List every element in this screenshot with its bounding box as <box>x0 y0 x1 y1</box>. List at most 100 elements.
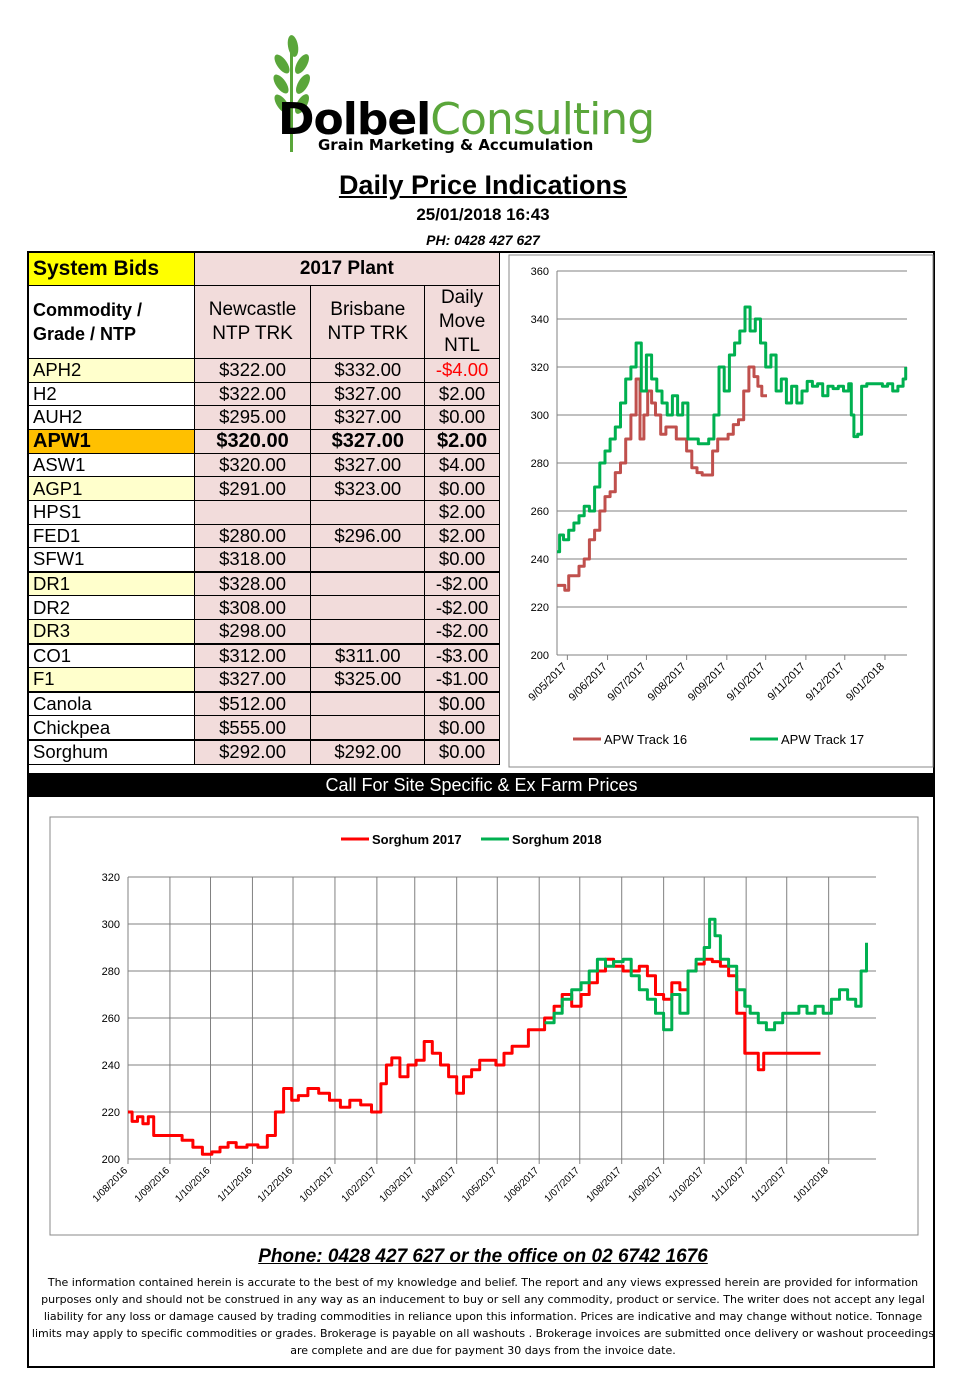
table-row: FED1 $280.00 $296.00 $2.00 <box>28 523 500 549</box>
apw-track-chart: 200 220 240 260 280 300 320 340 360 9/05/2017 9/06… <box>507 253 935 771</box>
table-row: AGP1 $291.00 $323.00 $0.00 <box>28 476 500 501</box>
y-tick-label: 340 <box>531 314 549 326</box>
y-tick-label: 320 <box>102 872 120 884</box>
bids-table: System Bids 2017 Plant Commodity / Grade… <box>28 252 501 765</box>
grade-cell: DR2 <box>28 595 195 620</box>
report-datetime: 25/01/2018 16:43 <box>416 205 550 224</box>
legend-label: APW Track 16 <box>604 732 687 747</box>
daily-move: $2.00 <box>424 499 500 525</box>
brisbane-price: $327.00 <box>310 452 426 478</box>
y-tick-label: 200 <box>531 650 549 662</box>
wheat-icon <box>273 35 310 152</box>
y-tick-label: 260 <box>531 506 549 518</box>
newcastle-price: $322.00 <box>193 381 312 407</box>
newcastle-price: $320.00 <box>193 428 312 454</box>
daily-move: $0.00 <box>424 715 500 741</box>
newcastle-price: $298.00 <box>193 618 312 645</box>
brisbane-price: $296.00 <box>310 523 426 549</box>
daily-move: $0.00 <box>424 738 500 765</box>
commodity-header: Commodity / Grade / NTP <box>28 285 195 359</box>
newcastle-price: $318.00 <box>193 547 312 573</box>
table-row: CO1 $312.00 $311.00 -$3.00 <box>28 642 500 669</box>
newcastle-price: $280.00 <box>193 523 312 549</box>
grade-cell: CO1 <box>28 642 195 669</box>
newcastle-price: $322.00 <box>193 358 312 383</box>
legend-label: Sorghum 2018 <box>512 832 602 847</box>
brisbane-price <box>310 715 426 741</box>
table-row: DR3 $298.00 -$2.00 <box>28 618 500 645</box>
y-tick-label: 200 <box>102 1154 120 1166</box>
y-tick-label: 280 <box>102 966 120 978</box>
table-row: F1 $327.00 $325.00 -$1.00 <box>28 667 500 693</box>
legend-label: APW Track 17 <box>781 732 864 747</box>
grade-cell: Sorghum <box>28 738 195 765</box>
table-row: APW1 $320.00 $327.00 $2.00 <box>28 428 500 454</box>
grade-cell: APH2 <box>28 358 195 383</box>
daily-move: -$2.00 <box>424 595 500 620</box>
y-tick-label: 220 <box>102 1107 120 1119</box>
y-tick-label: 240 <box>102 1060 120 1072</box>
newcastle-price: $291.00 <box>193 476 312 501</box>
newcastle-price: $292.00 <box>193 738 312 765</box>
series-line-1 <box>557 305 908 554</box>
footer-phone: Phone: 0428 427 627 or the office on 02 … <box>258 1246 708 1267</box>
grade-cell: DR3 <box>28 618 195 645</box>
y-tick-label: 300 <box>102 919 120 931</box>
sorghum-chart: 200 220 240 260 280 300 320 1/08/2016 1/09/2016 1… <box>48 815 920 1237</box>
apw-track-chart-svg: 2002202402602803003203403609/05/20179/06… <box>508 254 934 768</box>
grade-cell: APW1 <box>28 428 195 454</box>
newcastle-price: $312.00 <box>193 642 312 669</box>
brisbane-price: $327.00 <box>310 428 426 454</box>
table-row: DR2 $308.00 -$2.00 <box>28 595 500 620</box>
y-tick-label: 260 <box>102 1013 120 1025</box>
page-title: Daily Price Indications <box>338 170 628 200</box>
plant-header: 2017 Plant <box>193 252 501 286</box>
newcastle-price: $327.00 <box>193 667 312 693</box>
call-for-prices-bar: Call For Site Specific & Ex Farm Prices <box>29 773 934 797</box>
daily-move-header: Daily Move NTL <box>424 285 500 359</box>
brisbane-price <box>310 690 426 717</box>
grade-cell: DR1 <box>28 570 195 597</box>
daily-move: -$3.00 <box>424 642 500 669</box>
daily-move: $0.00 <box>424 690 500 717</box>
grade-cell: SFW1 <box>28 547 195 573</box>
newcastle-price: $320.00 <box>193 452 312 478</box>
brisbane-price: $332.00 <box>310 358 426 383</box>
y-tick-label: 220 <box>531 602 549 614</box>
brisbane-price <box>310 547 426 573</box>
table-row: Canola $512.00 $0.00 <box>28 690 500 717</box>
newcastle-price: $555.00 <box>193 715 312 741</box>
newcastle-price: $295.00 <box>193 405 312 430</box>
daily-move: $4.00 <box>424 452 500 478</box>
daily-move: $0.00 <box>424 405 500 430</box>
newcastle-price: $512.00 <box>193 690 312 717</box>
daily-move: $2.00 <box>424 381 500 407</box>
table-row: AUH2 $295.00 $327.00 $0.00 <box>28 405 500 430</box>
grade-cell: F1 <box>28 667 195 693</box>
y-tick-label: 280 <box>531 458 549 470</box>
brisbane-price <box>310 618 426 645</box>
brisbane-header: Brisbane NTP TRK <box>310 285 426 359</box>
grade-cell: Chickpea <box>28 715 195 741</box>
newcastle-price: $328.00 <box>193 570 312 597</box>
daily-move: $0.00 <box>424 476 500 501</box>
grade-cell: ASW1 <box>28 452 195 478</box>
brisbane-price <box>310 570 426 597</box>
brisbane-price: $327.00 <box>310 405 426 430</box>
disclaimer-text: The information contained herein is accu… <box>31 1276 935 1357</box>
table-row: ASW1 $320.00 $327.00 $4.00 <box>28 452 500 478</box>
daily-move: $2.00 <box>424 523 500 549</box>
system-bids-label: System Bids <box>28 252 195 286</box>
grade-cell: AGP1 <box>28 476 195 501</box>
series-line-0 <box>128 957 821 1156</box>
series-line-0 <box>557 365 767 592</box>
newcastle-header: Newcastle NTP TRK <box>193 285 312 359</box>
daily-move: -$2.00 <box>424 618 500 645</box>
brisbane-price: $292.00 <box>310 738 426 765</box>
daily-move: $2.00 <box>424 428 500 454</box>
table-row: Chickpea $555.00 $0.00 <box>28 715 500 741</box>
table-row: DR1 $328.00 -$2.00 <box>28 570 500 597</box>
logo: DolbelConsulting Grain Marketing & Accum… <box>270 32 690 162</box>
series-line-1 <box>544 917 868 1032</box>
brisbane-price <box>310 595 426 620</box>
